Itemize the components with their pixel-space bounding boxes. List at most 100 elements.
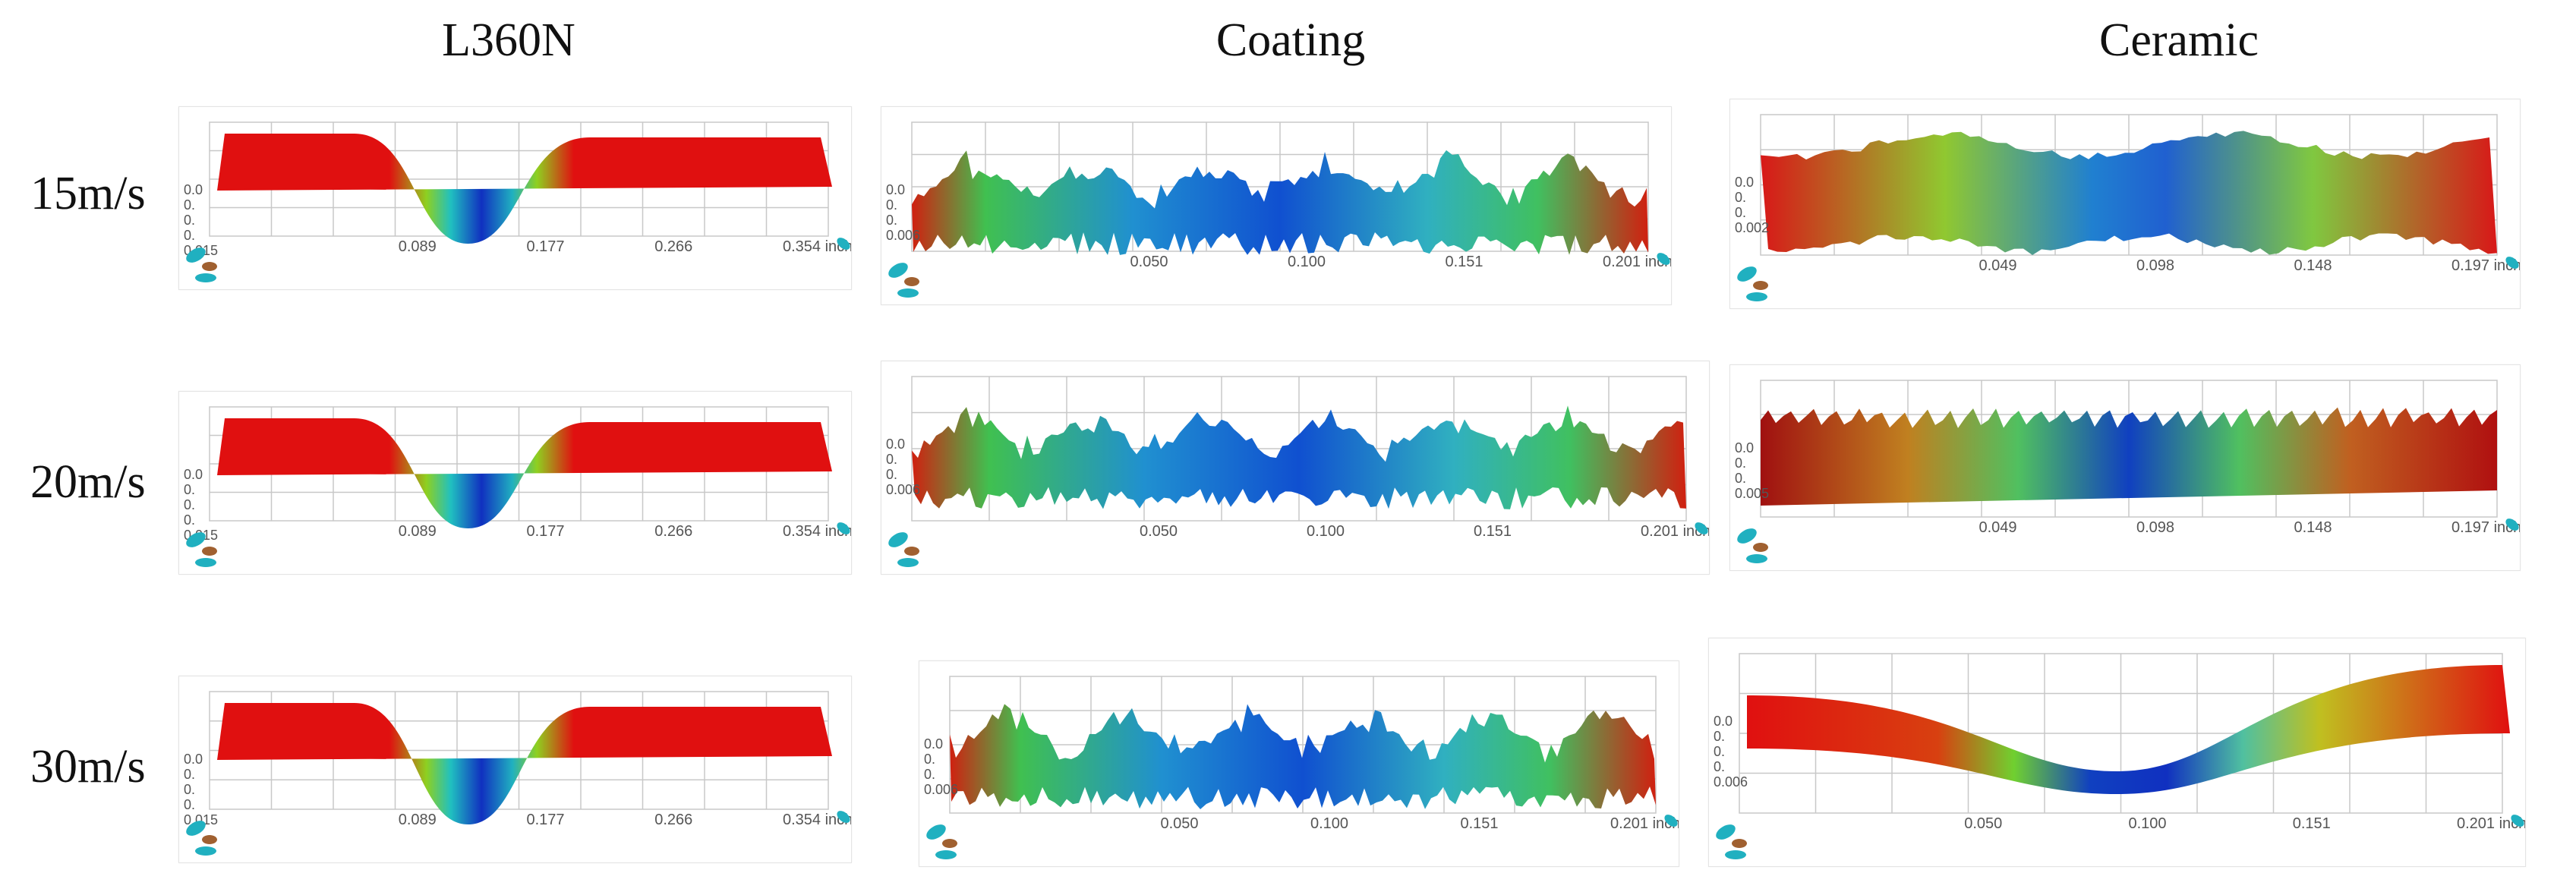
z-tick-label: 0. — [886, 452, 897, 467]
surface-plot-l360n-20ms: 0.089 0.177 0.266 0.354 inch 0.00.0.0.0.015 — [178, 391, 852, 575]
x-tick-label: 0.151 — [1461, 815, 1499, 832]
x-tick-label: 0.177 — [527, 812, 565, 828]
orientation-axes-icon — [886, 260, 919, 298]
x-tick-label: 0.049 — [1979, 257, 2017, 274]
surface-plot-svg: 0.050 0.100 0.151 0.201 inch0.00.0.0.006 — [919, 661, 1679, 866]
x-tick-label: 0.100 — [2129, 815, 2167, 832]
z-tick-label: 0.006 — [1714, 774, 1748, 790]
surface-mesh — [1761, 408, 2497, 506]
surface-plot-ceramic-30ms: 0.050 0.100 0.151 0.201 inch 0.0 0. 0. 0. 0.006 — [1708, 638, 2526, 867]
column-header-coating: Coating — [1025, 14, 1556, 68]
surface-plot-svg: 0.089 0.177 0.266 0.354 inch 0.00.0.0.0.015 — [179, 676, 851, 862]
z-tick-label: 0.0 — [1735, 440, 1754, 455]
z-tick-label: 0. — [184, 767, 195, 782]
z-tick-label: 0. — [184, 782, 195, 797]
z-tick-label: 0.0 — [1735, 175, 1754, 190]
x-axis-ticks: 0.050 0.100 0.151 0.201 inch — [1140, 523, 1709, 540]
x-tick-label: 0.050 — [1161, 815, 1199, 832]
z-tick-label: 0. — [1714, 729, 1725, 744]
surface-plot-svg: 0.050 0.100 0.151 0.201 inch0.00.0.0.006 — [881, 361, 1709, 574]
z-tick-label: 0. — [886, 213, 897, 228]
z-tick-label: 0.006 — [924, 782, 958, 797]
surface-plot-svg: 0.049 0.098 0.148 0.197 inch0.00.0.0.005 — [1730, 365, 2520, 570]
z-tick-label: 0. — [886, 197, 897, 213]
x-tick-label: 0.100 — [1307, 523, 1345, 540]
z-tick-label: 0. — [1714, 744, 1725, 759]
z-tick-label: 0.0 — [886, 437, 905, 452]
x-axis-ticks: 0.049 0.098 0.148 0.197 inch — [1979, 257, 2521, 274]
surface-plot-l360n-30ms: 0.089 0.177 0.266 0.354 inch 0.0 0. 0. 0. 0.015 — [178, 676, 852, 863]
surface-plot-svg: 0.050 0.100 0.151 0.201 inch0.00.0.0.0.006 — [1709, 638, 2525, 866]
z-tick-label: 0. — [184, 197, 195, 213]
x-tick-label: 0.089 — [399, 238, 437, 255]
surface-plot-coating-30ms: 0.050 0.100 0.151 0.201 inch 0.0 0. 0. 0.006 — [919, 660, 1679, 867]
x-tick-label: 0.089 — [399, 523, 437, 540]
z-tick-label: 0. — [184, 512, 195, 528]
surface-plot-ceramic-15ms: 0.049 0.098 0.148 0.197 inch 0.0 0. 0. 0.002 — [1729, 99, 2521, 309]
surface-plot-svg: 0.050 0.100 0.151 0.201 inch0.00.0.0.006 — [881, 107, 1671, 304]
x-axis-ticks: 0.050 0.100 0.151 0.201 inch — [1130, 254, 1672, 270]
z-tick-label: 0. — [184, 797, 195, 812]
x-tick-label: 0.100 — [1310, 815, 1348, 832]
x-tick-label: 0.151 — [1474, 523, 1512, 540]
x-tick-label: 0.089 — [399, 812, 437, 828]
surface-plot-svg: 0.089 0.177 0.266 0.354 inch 0.00.0.0.0.015 — [179, 392, 851, 574]
z-tick-label: 0. — [924, 752, 935, 767]
orientation-axes-icon — [886, 529, 919, 567]
x-tick-label: 0.098 — [2136, 519, 2174, 536]
column-header-ceramic: Ceramic — [1913, 14, 2445, 68]
surface-plot-l360n-15ms: 0.0890.1770.2660.354 inch0.00.0.0.0.015 — [178, 106, 852, 290]
x-tick-label: 0.050 — [1964, 815, 2002, 832]
z-tick-label: 0. — [1714, 759, 1725, 774]
z-tick-label: 0. — [184, 228, 195, 243]
x-axis-ticks: 0.050 0.100 0.151 0.201 inch — [1964, 815, 2525, 832]
surface-plot-ceramic-20ms: 0.049 0.098 0.148 0.197 inch 0.0 0. 0. 0.005 — [1729, 364, 2521, 571]
orientation-axes-icon — [1735, 263, 1768, 301]
x-tick-label: 0.266 — [654, 523, 692, 540]
x-tick-label: 0.177 — [527, 238, 565, 255]
z-tick-label: 0. — [184, 482, 195, 497]
x-tick-label: 0.148 — [2294, 257, 2332, 274]
x-axis-ticks: 0.049 0.098 0.148 0.197 inch — [1979, 519, 2521, 536]
surface-plot-coating-20ms: 0.050 0.100 0.151 0.201 inch 0.0 0. 0. 0.006 — [881, 361, 1710, 575]
surface-plot-svg: 0.089 0.177 0.266 0.354 inch 0.00.0.0.0.015 — [179, 107, 851, 289]
row-label-20ms: 20m/s — [30, 455, 146, 509]
z-axis-labels: 0.00.0.0.0.006 — [1714, 714, 1748, 790]
z-tick-label: 0.0 — [886, 182, 905, 197]
x-tick-label: 0.177 — [527, 523, 565, 540]
column-header-l360n: L360N — [243, 14, 774, 68]
z-tick-label: 0. — [1735, 471, 1746, 486]
surface-mesh — [1747, 665, 2510, 794]
z-axis-labels: 0.00.0.0.0.015 — [184, 182, 218, 258]
x-tick-label: 0.098 — [2136, 257, 2174, 274]
z-tick-label: 0.0 — [1714, 714, 1733, 729]
z-tick-label: 0.0 — [184, 752, 203, 767]
z-tick-label: 0. — [1735, 205, 1746, 220]
surface-plot-coating-15ms: 0.050 0.100 0.151 0.201 inch 0.0 0. 0. 0.006 — [881, 106, 1672, 305]
z-axis-labels: 0.00.0.0.0.015 — [184, 467, 218, 543]
x-tick-label: 0.049 — [1979, 519, 2017, 536]
z-tick-label: 0.0 — [184, 182, 203, 197]
z-tick-label: 0. — [1735, 190, 1746, 205]
z-tick-label: 0.006 — [886, 482, 920, 497]
z-tick-label: 0.005 — [1735, 486, 1769, 501]
orientation-axes-icon — [1714, 821, 1747, 859]
x-axis-ticks: 0.050 0.100 0.151 0.201 inch — [1161, 815, 1679, 832]
z-tick-label: 0. — [184, 497, 195, 512]
z-tick-label: 0.0 — [924, 736, 943, 752]
z-tick-label: 0. — [924, 767, 935, 782]
surface-plot-svg: 0.049 0.098 0.148 0.197 inch0.00.0.0.002 — [1730, 99, 2520, 308]
x-tick-label: 0.050 — [1140, 523, 1178, 540]
z-axis-labels: 0.00.0.0.0.015 — [184, 752, 218, 827]
x-tick-label: 0.100 — [1288, 254, 1326, 270]
row-label-15ms: 15m/s — [30, 167, 146, 221]
orientation-axes-icon — [924, 821, 957, 859]
z-tick-label: 0.0 — [184, 467, 203, 482]
z-tick-label: 0. — [1735, 455, 1746, 471]
z-tick-label: 0.006 — [886, 228, 920, 243]
x-tick-label: 0.266 — [654, 812, 692, 828]
z-tick-label: 0. — [184, 213, 195, 228]
x-tick-label: 0.266 — [654, 238, 692, 255]
x-tick-label: 0.151 — [2293, 815, 2331, 832]
orientation-axes-icon — [1735, 525, 1768, 563]
